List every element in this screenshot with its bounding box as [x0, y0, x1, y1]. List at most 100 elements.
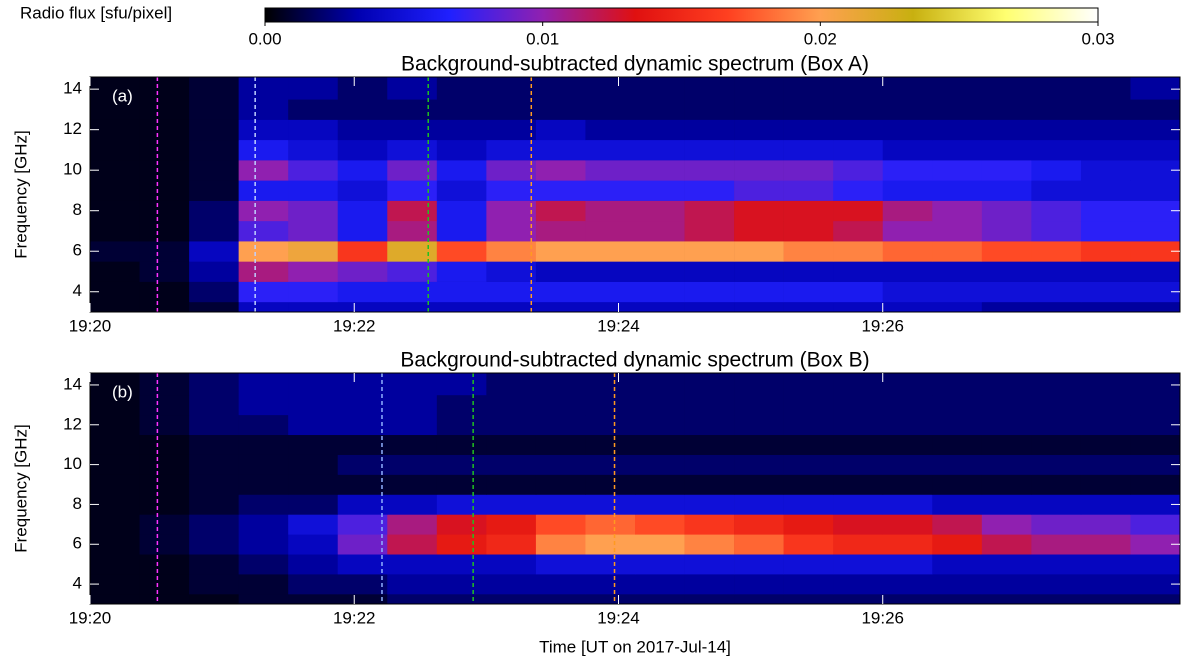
- heatmap-cell: [783, 77, 834, 100]
- heatmap-cell: [337, 394, 388, 416]
- heatmap-cell: [1031, 373, 1082, 396]
- heatmap-cell: [1080, 200, 1131, 222]
- heatmap-cell: [783, 574, 834, 595]
- heatmap-cell: [387, 77, 438, 100]
- heatmap-cell: [833, 281, 884, 303]
- plot-frame: [89, 76, 1181, 313]
- heatmap-cell: [1031, 434, 1082, 455]
- heatmap-cell: [387, 301, 438, 313]
- heatmap-cell: [1130, 119, 1181, 141]
- heatmap-cell: [981, 494, 1032, 515]
- heatmap-cell: [1031, 554, 1082, 575]
- heatmap-cell: [387, 241, 438, 262]
- heatmap-cell: [981, 241, 1032, 262]
- heatmap-cell: [635, 514, 685, 535]
- heatmap-cell: [882, 301, 933, 313]
- heatmap-cell: [684, 99, 735, 120]
- heatmap-cell: [1080, 373, 1131, 396]
- heatmap-cell: [238, 99, 289, 120]
- heatmap-cell: [1130, 99, 1181, 120]
- heatmap-cell: [1031, 241, 1082, 262]
- heatmap-cell: [387, 99, 438, 120]
- heatmap-cell: [1080, 220, 1131, 242]
- heatmap-cell: [486, 99, 537, 120]
- heatmap-cell: [882, 474, 933, 495]
- heatmap-cell: [288, 494, 339, 515]
- heatmap-cell: [387, 574, 438, 595]
- heatmap-cell: [486, 434, 537, 455]
- heatmap-cell: [387, 139, 438, 161]
- heatmap-cell: [585, 534, 636, 555]
- heatmap-cell: [486, 494, 537, 515]
- heatmap-cell: [932, 281, 983, 303]
- heatmap-cell: [734, 119, 784, 141]
- heatmap-cell: [436, 394, 487, 416]
- heatmap-cell: [734, 514, 784, 535]
- heatmap-cell: [684, 241, 735, 262]
- heatmap-cell: [535, 160, 586, 181]
- heatmap-cell: [535, 200, 586, 222]
- heatmap-cell: [833, 220, 884, 242]
- heatmap-cell: [1080, 119, 1131, 141]
- heatmap-cell: [90, 301, 140, 313]
- heatmap-cell: [238, 534, 289, 555]
- heatmap-cell: [288, 139, 339, 161]
- heatmap-cell: [684, 434, 735, 455]
- heatmap-cell: [585, 594, 636, 605]
- heatmap-cell: [585, 220, 636, 242]
- heatmap-cell: [684, 220, 735, 242]
- heatmap-cell: [436, 119, 487, 141]
- heatmap-cell: [387, 119, 438, 141]
- heatmap-cell: [585, 139, 636, 161]
- heatmap-cell: [238, 139, 289, 161]
- heatmap-cell: [1031, 494, 1082, 515]
- heatmap-cell: [635, 373, 685, 396]
- heatmap-cell: [932, 414, 983, 436]
- heatmap-cell: [535, 394, 586, 416]
- heatmap-cell: [387, 220, 438, 242]
- heatmap-cell: [1130, 180, 1181, 201]
- heatmap-cell: [585, 514, 636, 535]
- heatmap-cell: [684, 494, 735, 515]
- heatmap-cell: [337, 574, 388, 595]
- heatmap-cell: [1130, 494, 1181, 515]
- heatmap-cell: [238, 454, 289, 475]
- heatmap-cell: [436, 414, 487, 436]
- heatmap-cell: [288, 200, 339, 222]
- heatmap-cell: [288, 514, 339, 535]
- heatmap-cell: [585, 373, 636, 396]
- heatmap-cell: [783, 180, 834, 201]
- heatmap-cell: [436, 474, 487, 495]
- heatmap-cell: [535, 99, 586, 120]
- heatmap-cell: [882, 160, 933, 181]
- heatmap-cell: [436, 99, 487, 120]
- heatmap-cell: [387, 394, 438, 416]
- heatmap-cell: [783, 434, 834, 455]
- heatmap-cell: [635, 139, 685, 161]
- heatmap-cell: [535, 241, 586, 262]
- heatmap-cell: [684, 514, 735, 535]
- heatmap-cell: [734, 373, 784, 396]
- heatmap-cell: [734, 574, 784, 595]
- heatmap-cell: [139, 454, 190, 475]
- heatmap-cell: [436, 139, 487, 161]
- heatmap-cell: [833, 534, 884, 555]
- heatmap-cell: [1130, 261, 1181, 282]
- heatmap-cell: [635, 220, 685, 242]
- colorbar: [264, 7, 1099, 23]
- colorbar-tick-label: 0.00: [248, 29, 281, 48]
- heatmap-cell: [387, 200, 438, 222]
- heatmap-cell: [783, 414, 834, 436]
- heatmap-cell: [238, 494, 289, 515]
- heatmap-cell: [585, 474, 636, 495]
- chart-title: Background-subtracted dynamic spectrum (…: [400, 349, 869, 372]
- heatmap-cell: [387, 180, 438, 201]
- heatmap-cell: [981, 594, 1032, 605]
- heatmap-cell: [535, 494, 586, 515]
- heatmap-cell: [288, 394, 339, 416]
- heatmap-cell: [535, 180, 586, 201]
- heatmap-cell: [734, 594, 784, 605]
- heatmap-cell: [684, 474, 735, 495]
- heatmap-cell: [932, 394, 983, 416]
- heatmap-cell: [535, 77, 586, 100]
